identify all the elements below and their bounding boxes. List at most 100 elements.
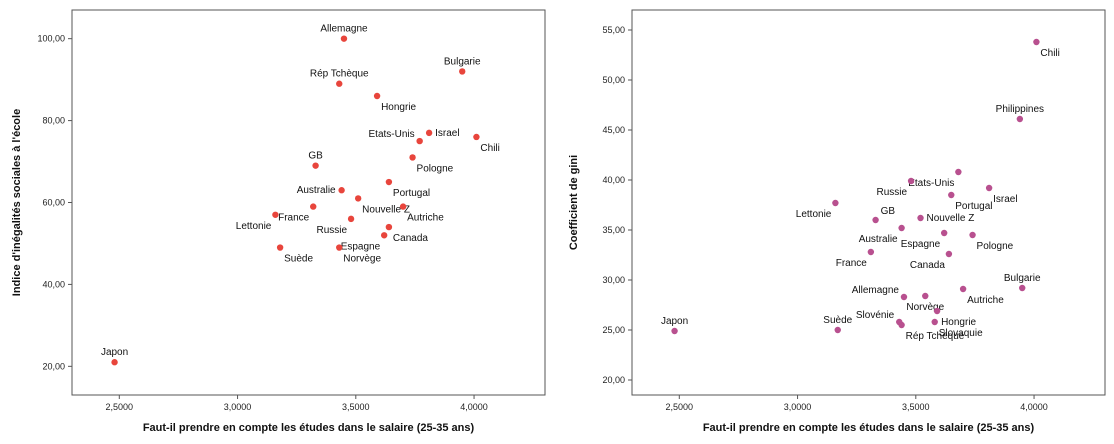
point-label: Portugal [393,188,430,199]
data-point [1016,115,1024,123]
right-scatter-chart: 2,5000 3,0000 3,5000 4,0000 20,00 25,00 30,00 3… [557,0,1114,439]
left-scatter-chart: 2,5000 3,0000 3,5000 4,0000 20,00 40,00 60,00 8… [0,0,557,439]
point-label: Suède [284,254,313,265]
point-label: Japon [101,347,128,358]
point-label: Etats-Unis [908,178,954,189]
x-tick-label: 2,5000 [666,402,694,412]
point-label: Israel [993,194,1017,205]
data-point [336,80,343,87]
point-label: France [836,258,868,269]
data-point [959,285,967,293]
right-chart-svg: 2,5000 3,0000 3,5000 4,0000 20,00 25,00 30,00 3… [568,9,1106,434]
data-point [347,215,355,223]
left-chart-svg: 2,5000 3,0000 3,5000 4,0000 20,00 40,00 60,00 8… [11,9,546,434]
point-label: Australie [297,185,336,196]
data-point [310,203,317,210]
data-point [336,244,343,251]
data-point [473,133,480,141]
data-point [940,229,948,237]
y-axis-title: Indice d'inégalités sociales à l'école [11,109,23,296]
data-point [399,203,407,210]
x-tick-label: 3,0000 [224,402,252,412]
point-label: Autriche [407,213,444,224]
point-label: Canada [393,233,428,244]
point-label: GB [308,151,323,162]
point-label: Hongrie [941,317,976,328]
point-label: Philippines [996,104,1044,115]
data-point [671,327,678,335]
data-point [969,231,976,239]
data-point [312,162,319,169]
point-label: GB [881,206,896,217]
data-point [338,187,345,194]
x-tick-label: 3,5000 [902,402,930,412]
data-point [898,321,905,329]
point-label: Canada [910,260,945,271]
point-label: Russie [876,187,907,198]
data-point [416,137,423,145]
data-point [931,318,938,326]
y-tick-label: 30,00 [602,275,625,285]
point-label: Norvège [906,302,944,313]
data-point [898,224,905,232]
x-tick-label: 4,0000 [1020,402,1048,412]
y-tick-label: 50,00 [602,75,625,85]
point-label: France [278,213,310,224]
point-label: Slovénie [856,310,895,321]
point-label: Slovaquie [939,328,983,339]
data-point [385,178,393,186]
data-point [917,214,924,222]
data-point [373,92,381,100]
y-tick-label: 20,00 [42,361,65,371]
y-tick-label: 40,00 [42,279,65,289]
point-label: Nouvelle Z [927,213,975,224]
point-label: Rép Tchèque [906,331,965,342]
plot-area-frame [631,9,1106,396]
point-label: Bulgarie [444,56,481,67]
point-label: Bulgarie [1004,273,1041,284]
data-point [1033,38,1040,46]
y-tick-label: 25,00 [602,325,625,335]
point-label: Israel [435,128,459,139]
data-point [900,293,908,301]
x-tick-label: 3,5000 [342,402,370,412]
data-point [907,177,915,185]
x-tick-label: 2,5000 [106,402,134,412]
data-point [985,184,993,192]
data-point [380,232,388,239]
point-label: Portugal [955,201,992,212]
y-tick-label: 35,00 [602,225,625,235]
data-point [834,326,841,334]
point-label: Lettonie [236,221,272,232]
data-point [459,68,466,75]
point-label: Chili [480,143,499,154]
data-point [945,250,953,258]
point-label: Lettonie [796,209,832,220]
plot-area-frame [71,9,546,396]
point-label: Chili [1040,48,1059,59]
data-point [425,129,433,137]
y-tick-label: 45,00 [602,125,625,135]
y-tick-label: 100,00 [37,34,65,44]
point-label: Allemagne [320,24,368,35]
data-point [409,154,416,161]
data-point [948,191,955,199]
data-point [867,248,875,256]
x-axis-title: Faut-il prendre en compte les études dan… [143,422,475,434]
data-point [276,244,284,251]
y-tick-label: 60,00 [42,198,65,208]
point-label: Japon [661,316,688,327]
data-point [933,307,941,315]
point-label: Allemagne [852,285,900,296]
data-point [922,292,929,300]
point-label: Autriche [967,295,1004,306]
point-label: Norvège [343,254,381,265]
data-point [832,199,839,207]
data-point [340,35,348,42]
point-label: Etats-Unis [369,129,415,140]
point-label: Pologne [417,163,454,174]
y-tick-label: 80,00 [42,116,65,126]
y-tick-label: 20,00 [602,375,625,385]
data-point [385,223,393,231]
point-label: Suède [823,315,852,326]
